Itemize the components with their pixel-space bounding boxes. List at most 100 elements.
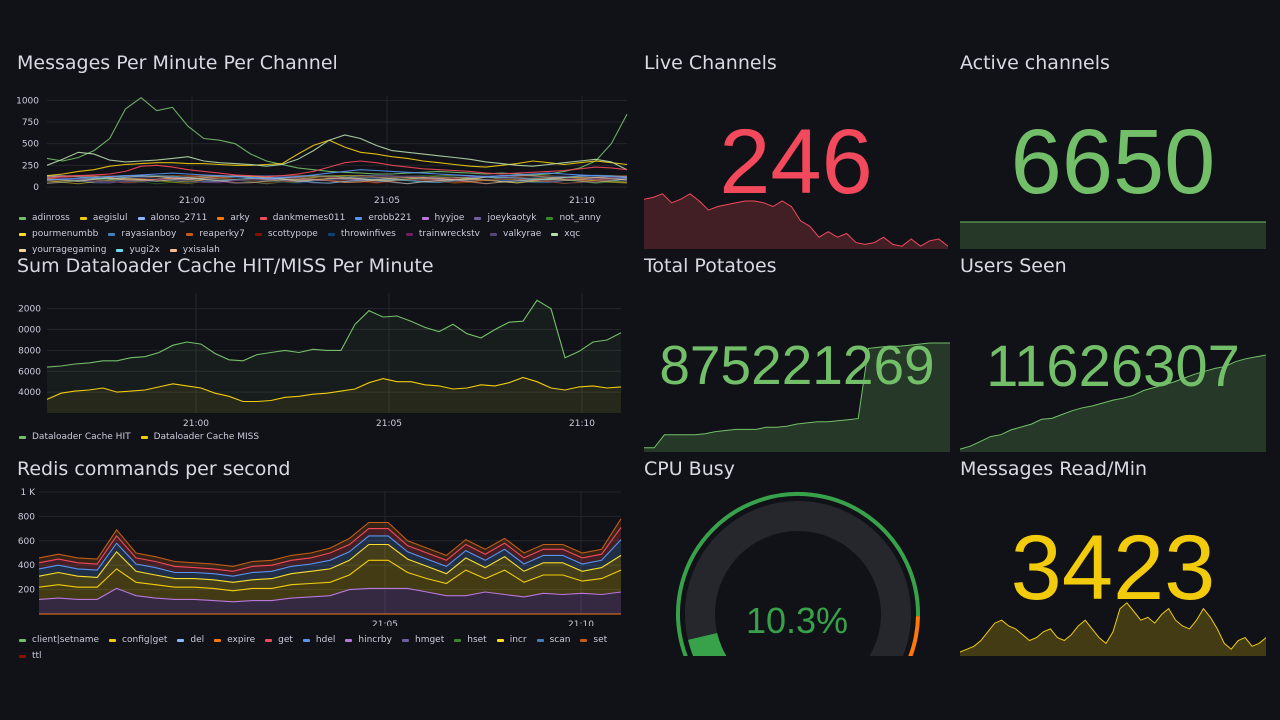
messages-read-sparkline: [960, 602, 1266, 656]
legend-label: scan: [549, 635, 571, 645]
legend-label: ttl: [32, 651, 42, 661]
legend-item-hincrby[interactable]: hincrby: [345, 635, 392, 645]
series-line-yugi2x: [46, 174, 628, 184]
legend-swatch: [79, 216, 87, 220]
legend-item-trainwreckstv[interactable]: trainwreckstv: [405, 229, 480, 239]
legend-swatch: [546, 216, 554, 220]
legend-item-arky[interactable]: arky: [217, 213, 250, 223]
legend-item-dataloader-cache-hit[interactable]: Dataloader Cache HIT: [19, 432, 131, 442]
y-tick-label: 1000: [17, 96, 39, 106]
legend-item-hmget[interactable]: hmget: [401, 635, 444, 645]
sparkline-line: [960, 354, 1266, 450]
legend-swatch: [355, 216, 363, 220]
legend-item-rayasianboy[interactable]: rayasianboy: [108, 229, 176, 239]
users-seen-sparkline: [960, 354, 1266, 452]
legend-item-dataloader-cache-miss[interactable]: Dataloader Cache MISS: [140, 432, 259, 442]
legend-swatch: [580, 638, 588, 642]
legend-swatch: [265, 638, 273, 642]
series-line-yxisalah: [46, 174, 627, 184]
legend-label: aegislul: [92, 213, 128, 223]
stack-area-config-get: [39, 544, 621, 591]
y-tick-label: 6000: [18, 367, 41, 377]
legend-item-config-get[interactable]: config|get: [109, 635, 167, 645]
x-tick-label: 21:00: [179, 196, 205, 205]
panel-title: Messages Read/Min: [960, 458, 1148, 480]
legend-swatch: [19, 248, 26, 252]
legend-item-pourmenumbb[interactable]: pourmenumbb: [19, 229, 98, 239]
messages-chart[interactable]: 0 250 500 750 1000 21:00 21:05 21:10: [17, 90, 630, 205]
legend-item-ttl[interactable]: ttl: [19, 651, 42, 661]
legend-item-throwinfives[interactable]: throwinfives: [327, 229, 396, 239]
legend-swatch: [454, 638, 462, 642]
legend-swatch: [474, 216, 482, 220]
legend-swatch: [108, 232, 116, 236]
legend-item-yourragegaming[interactable]: yourragegaming: [19, 245, 106, 255]
legend-item-dankmemes011[interactable]: dankmemes011: [259, 213, 346, 223]
legend-label: throwinfives: [340, 229, 396, 239]
legend-label: yxisalah: [182, 245, 220, 255]
series-line-dataloader-cache-miss: [46, 376, 622, 403]
series-line-aegislul: [46, 139, 628, 177]
cpu-gauge: [676, 491, 921, 656]
legend-swatch: [186, 232, 194, 236]
legend-item-client-setname[interactable]: client|setname: [19, 635, 99, 645]
total-potatoes-panel: Total Potatoes 875221269: [644, 255, 950, 452]
legend-item-not-anny[interactable]: not_anny: [546, 213, 601, 223]
stack-line-ttl: [38, 518, 622, 567]
legend-item-valkyrae[interactable]: valkyrae: [489, 229, 541, 239]
legend-swatch: [140, 435, 148, 439]
y-tick-label: 12000: [17, 305, 41, 315]
legend-item-hyyjoe[interactable]: hyyjoe: [421, 213, 464, 223]
legend-item-hdel[interactable]: hdel: [302, 635, 335, 645]
legend-item-get[interactable]: get: [265, 635, 293, 645]
legend-label: arky: [230, 213, 250, 223]
series-area-dataloader-cache-miss: [47, 377, 621, 413]
panel-title: Users Seen: [960, 255, 1067, 277]
chart-legend: client|setname config|get del expire get hdel…: [19, 635, 629, 661]
legend-swatch: [401, 638, 409, 642]
legend-item-joeykaotyk[interactable]: joeykaotyk: [474, 213, 536, 223]
x-tick-label: 21:05: [372, 620, 398, 626]
legend-item-set[interactable]: set: [580, 635, 607, 645]
legend-item-yxisalah[interactable]: yxisalah: [169, 245, 220, 255]
legend-item-incr[interactable]: incr: [496, 635, 527, 645]
legend-label: config|get: [122, 635, 168, 645]
legend-item-hset[interactable]: hset: [454, 635, 487, 645]
chart-legend: Dataloader Cache HIT Dataloader Cache MIS…: [19, 432, 629, 442]
redis-chart[interactable]: 200 400 600 800 1 K 21:05 21:10: [17, 486, 630, 626]
live-channels-value: 246: [719, 111, 873, 213]
y-tick-label: 8000: [18, 346, 41, 356]
panel-title: Live Channels: [644, 52, 777, 74]
legend-item-del[interactable]: del: [177, 635, 204, 645]
chart-legend: adinross aegislul alonso_2711 arky dankmemes…: [19, 213, 629, 255]
legend-item-adinross[interactable]: adinross: [19, 213, 70, 223]
legend-swatch: [259, 216, 267, 220]
sparkline-area: [960, 222, 1266, 249]
legend-item-scan[interactable]: scan: [536, 635, 571, 645]
y-tick-label: 750: [22, 118, 39, 128]
legend-label: rayasianboy: [121, 229, 177, 239]
legend-swatch: [217, 216, 225, 220]
legend-swatch: [536, 638, 544, 642]
legend-item-yugi2x[interactable]: yugi2x: [116, 245, 160, 255]
legend-label: get: [278, 635, 293, 645]
stack-line-hset: [38, 559, 622, 592]
legend-item-expire[interactable]: expire: [214, 635, 255, 645]
messages-read-value: 3423: [1010, 517, 1216, 619]
legend-swatch: [169, 248, 177, 252]
legend-swatch: [551, 232, 559, 236]
cache-chart[interactable]: 4000 6000 8000 10000 12000 21:00 21:05 21:10: [17, 293, 630, 433]
legend-item-xqc[interactable]: xqc: [551, 229, 580, 239]
panel-title: Total Potatoes: [644, 255, 777, 277]
legend-swatch: [214, 638, 222, 642]
legend-label: dankmemes011: [272, 213, 346, 223]
legend-item-reaperky7[interactable]: reaperky7: [186, 229, 245, 239]
legend-item-alonso-2711[interactable]: alonso_2711: [137, 213, 207, 223]
legend-item-erobb221[interactable]: erobb221: [355, 213, 412, 223]
legend-item-scottypope[interactable]: scottypope: [254, 229, 318, 239]
series-line-erobb221: [46, 169, 628, 181]
legend-item-aegislul[interactable]: aegislul: [79, 213, 128, 223]
total-potatoes-value: 875221269: [659, 334, 935, 396]
sparkline-line: [644, 193, 948, 247]
stack-line-scan: [38, 535, 622, 577]
